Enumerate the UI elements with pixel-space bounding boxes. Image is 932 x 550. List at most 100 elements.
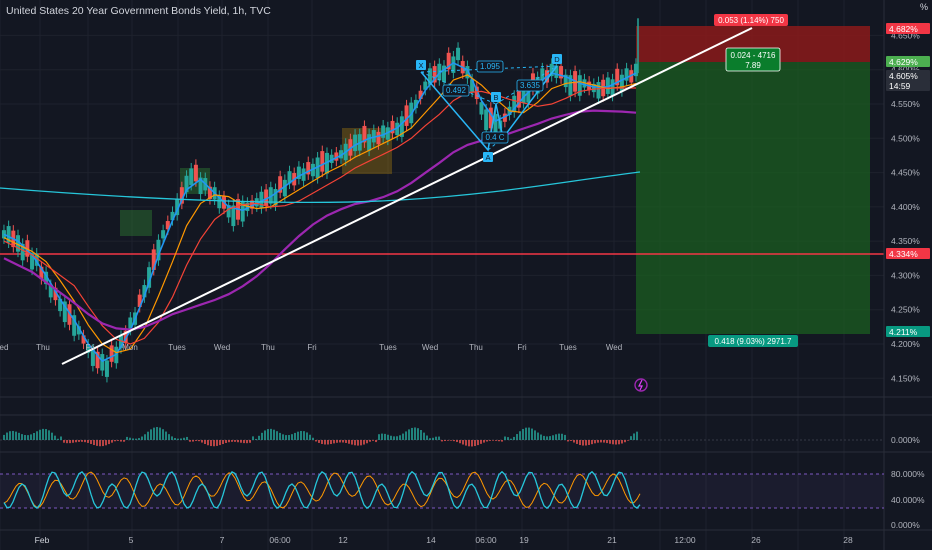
ema-teal-line [0,171,641,203]
candle-body [287,171,292,184]
candle-body [465,66,470,79]
candle-body [329,154,334,163]
pattern-point-b [491,92,501,102]
ratio-label-xab: 0.492 [446,86,467,95]
candle-body [423,81,428,90]
price-axis[interactable]: 4.650% 4.600% 4.550% 4.500% 4.450% 4.400% 4.35… [883,0,932,550]
ratio-label-bcd-box [516,79,544,92]
price-tick-label: 4.350% [891,236,920,246]
pattern-point-label: D [554,55,560,64]
time-label: 28 [843,535,853,545]
candle-body [390,120,395,134]
candle-body [629,70,634,83]
candle-body [189,168,194,185]
take-profit-zone[interactable] [636,62,870,334]
candle-body [95,351,100,369]
time-label: Feb [35,535,50,545]
day-label: Thu [469,343,483,352]
candle-body [615,68,620,86]
alert-icon[interactable] [634,378,648,392]
price-tick-label: 4.250% [891,305,920,315]
candle-body [1,230,6,239]
candle-body [596,82,601,99]
candle-body [268,187,273,204]
candle-body [633,63,638,77]
candle-body [516,91,521,108]
candle-body [381,125,386,138]
candle-body [484,109,489,131]
scale-mode-label[interactable]: % [919,2,928,12]
candle-body [563,74,568,88]
candle-body [193,164,198,182]
stop-label-bg [714,14,788,26]
price-badge-bg [886,56,930,67]
candle-body [48,285,53,298]
candle-body [104,360,109,377]
candle-body [624,68,629,81]
day-label: Fri [307,343,317,352]
ratio-label-xab-box [442,84,470,97]
candle-body [619,74,624,92]
candle-body [273,189,278,206]
candle-body [128,317,133,330]
candle-body [15,235,20,252]
price-badge-label: 4.682% [889,24,918,34]
day-label: Thu [36,343,50,352]
macd-axis-label: 0.000% [891,435,920,445]
stoch-k-line [3,470,641,510]
candle-body [67,304,72,325]
candle-body [156,239,161,261]
pattern-point-label: X [418,61,423,70]
rsi-axis-label: 40.000% [891,495,925,505]
pattern-point-label: A [485,153,490,162]
pattern-ratio-lines [420,65,558,151]
candle-body [81,335,86,344]
candle-body [72,315,77,336]
harmonic-pattern[interactable]: X A B D 0.492 1.095 3.635 0.4 C [416,54,562,162]
candle-body [39,266,44,280]
candle-body [493,114,498,135]
ema-orange-line [3,74,637,354]
ascending-trendline[interactable] [61,27,753,365]
day-label: Tues [379,343,397,352]
candle-body [470,79,475,92]
day-label: Fri [517,343,527,352]
price-tick-label: 4.200% [891,339,920,349]
candle-body [282,179,287,197]
ratio-label-abc-box [481,131,509,144]
price-axis-bg [884,0,932,550]
candle-body [207,186,212,200]
candle-body [142,285,147,298]
candle-body [591,83,596,93]
price-badge-label: 4.211% [889,327,918,337]
price-tick-label: 4.500% [891,133,920,143]
time-label: 26 [751,535,761,545]
candle-body [278,176,283,193]
candle-body [20,243,25,261]
candle-body [30,253,35,270]
candle-body [310,163,315,177]
candle-body [559,66,564,79]
candle-body [165,221,170,230]
time-axis: Feb 5 7 06:00 12 14 06:00 19 21 12:00 26 28 [0,529,932,545]
time-label: 21 [607,535,617,545]
rsi-axis-label: 0.000% [891,520,920,530]
price-tick-label: 4.300% [891,270,920,280]
candle-body [301,168,306,181]
candle-body [118,335,123,349]
candle-body [442,65,447,83]
pattern-point-x [416,60,426,70]
price-badge-bg [886,248,930,259]
candle-body [315,157,320,179]
day-label: Wed [606,343,622,352]
candle-body [418,90,423,99]
entry-label-line2: 7.89 [745,61,761,70]
candle-body [339,150,344,159]
candle-body [161,230,166,239]
day-label: Tues [168,343,186,352]
candle-body [226,205,231,218]
candle-body [568,75,573,96]
candle-body [86,344,91,353]
candle-body [109,345,114,362]
